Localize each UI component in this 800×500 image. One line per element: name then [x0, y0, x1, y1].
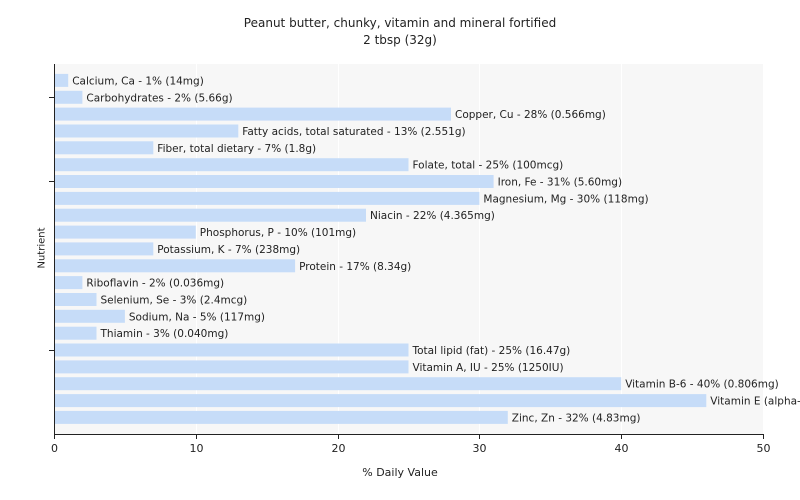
data-label: Copper, Cu - 28% (0.566mg): [455, 109, 606, 121]
bar: [55, 107, 451, 121]
data-label: Folate, total - 25% (100mcg): [413, 160, 564, 172]
data-label: Carbohydrates - 2% (5.66g): [86, 92, 232, 104]
x-tick-label: 20: [332, 442, 346, 455]
bar: [55, 360, 409, 374]
bar: [55, 410, 508, 424]
data-label: Sodium, Na - 5% (117mg): [129, 311, 265, 323]
data-label: Thiamin - 3% (0.040mg): [100, 328, 229, 340]
bar: [55, 225, 196, 239]
data-label: Riboflavin - 2% (0.036mg): [86, 278, 224, 290]
bar: [55, 158, 409, 172]
bar: [55, 377, 622, 391]
data-label: Potassium, K - 7% (238mg): [157, 244, 300, 256]
chart-title: Peanut butter, chunky, vitamin and miner…: [243, 16, 557, 30]
bar: [55, 191, 480, 205]
data-label: Fatty acids, total saturated - 13% (2.55…: [242, 126, 465, 138]
bar: [55, 242, 154, 256]
data-label: Vitamin E (alpha-tocopherol) - 46% (13.8…: [710, 396, 800, 408]
x-tick-label: 40: [615, 442, 629, 455]
data-label: Vitamin B-6 - 40% (0.806mg): [625, 379, 779, 391]
x-tick-label: 10: [190, 442, 204, 455]
x-tick-label: 50: [757, 442, 771, 455]
bar: [55, 124, 239, 138]
bar: [55, 141, 154, 155]
data-label: Phosphorus, P - 10% (101mg): [200, 227, 356, 239]
bar: [55, 90, 83, 104]
bar: [55, 208, 366, 222]
data-label: Fiber, total dietary - 7% (1.8g): [157, 143, 316, 155]
x-tick-label: 0: [51, 442, 58, 455]
x-axis-label: % Daily Value: [362, 466, 438, 479]
data-label: Niacin - 22% (4.365mg): [370, 210, 495, 222]
y-axis-label: Nutrient: [36, 227, 48, 269]
bar: [55, 343, 409, 357]
bar: [55, 309, 125, 323]
bar: [55, 326, 97, 340]
data-label: Zinc, Zn - 32% (4.83mg): [512, 412, 641, 424]
data-label: Calcium, Ca - 1% (14mg): [72, 75, 204, 87]
bar: [55, 175, 494, 188]
data-label: Protein - 17% (8.34g): [299, 261, 411, 273]
bar: [55, 394, 707, 408]
data-label: Iron, Fe - 31% (5.60mg): [498, 177, 622, 189]
bar: [55, 293, 97, 306]
bar: [55, 259, 296, 273]
chart-subtitle: 2 tbsp (32g): [363, 33, 437, 47]
data-label: Magnesium, Mg - 30% (118mg): [483, 193, 648, 205]
bar: [55, 73, 69, 87]
data-label: Vitamin A, IU - 25% (1250IU): [413, 362, 564, 374]
data-label: Selenium, Se - 3% (2.4mcg): [101, 295, 248, 307]
x-tick-label: 30: [473, 442, 487, 455]
bar: [55, 276, 83, 290]
data-label: Total lipid (fat) - 25% (16.47g): [412, 345, 571, 357]
